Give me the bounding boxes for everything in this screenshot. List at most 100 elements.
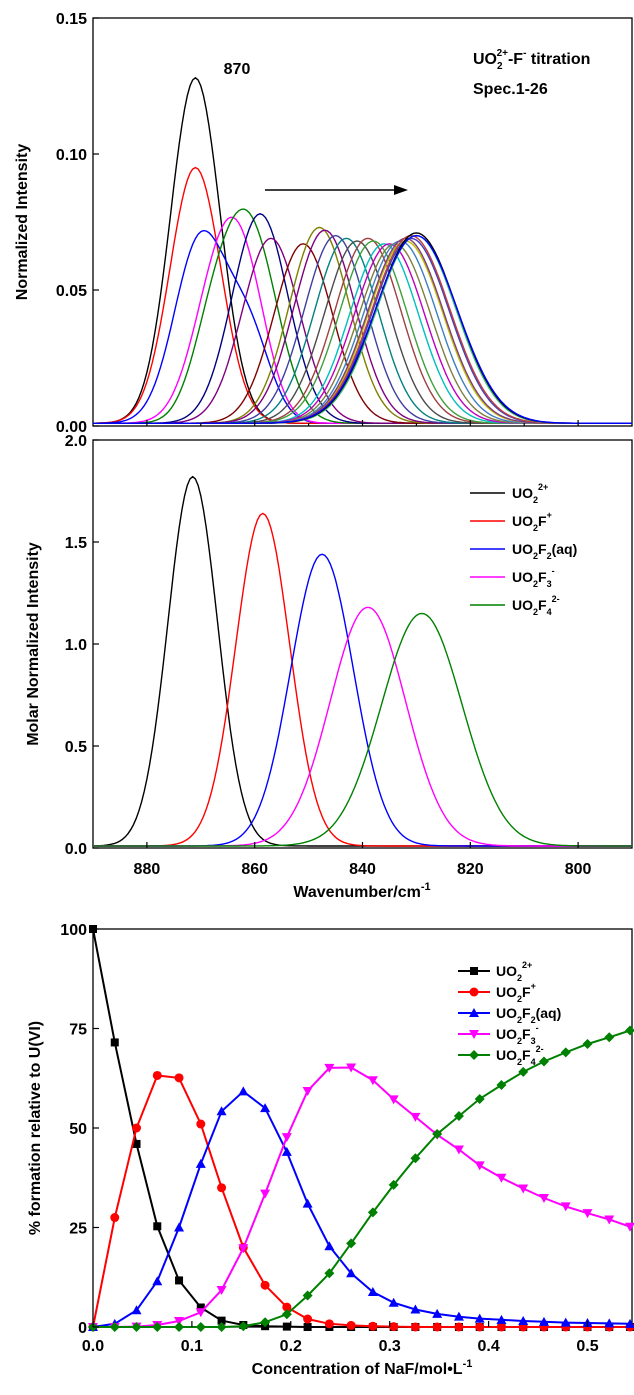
legend2-label-3-name_base: UO xyxy=(512,541,533,557)
distribution-point-5-20 xyxy=(496,1080,507,1091)
panel1-title-line1: UO2 2+-F- titration xyxy=(473,48,590,72)
panel2-x-label-text: Wavenumber/cm xyxy=(293,884,420,901)
panel2-x-tick-label: 860 xyxy=(241,861,268,878)
distribution-point-5-13 xyxy=(346,1238,357,1249)
distribution-point-3-5 xyxy=(174,1222,185,1232)
panel3-x-label: Concentration of NaF/mol•L-1 xyxy=(252,1358,473,1378)
panel1-y-tick-label: 0.00 xyxy=(56,419,87,436)
legend3-marker-1 xyxy=(470,967,478,975)
panel3-y-tick-label: 50 xyxy=(69,1121,87,1138)
panel1-title-line2: Spec.1-26 xyxy=(473,81,548,98)
distribution-point-2-11 xyxy=(303,1314,313,1324)
panel1-title-sup: 2+ xyxy=(497,48,509,59)
legend3-label-4-name_base: UO xyxy=(496,1026,517,1042)
legend3-label-4-name_sup2: - xyxy=(536,1023,539,1033)
legend3-label-5: UO2F42- xyxy=(496,1044,544,1067)
distribution-point-2-9 xyxy=(260,1280,270,1290)
distribution-point-3-16 xyxy=(410,1304,421,1314)
distribution-point-3-7 xyxy=(216,1106,227,1116)
panel1-title-sup2: - xyxy=(523,48,526,59)
distribution-line-4 xyxy=(93,1066,631,1328)
panel2-y-ticks: 0.0 0.5 1.0 1.5 2.0 xyxy=(65,433,99,858)
distribution-point-1-4 xyxy=(153,1222,162,1231)
distribution-point-3-15 xyxy=(388,1297,399,1307)
distribution-point-4-11 xyxy=(302,1086,313,1096)
species-spectrum-line-5 xyxy=(93,612,632,847)
distribution-point-5-15 xyxy=(388,1179,399,1190)
distribution-point-3-9 xyxy=(260,1103,271,1113)
panel3-x-tick-label: 0.4 xyxy=(477,1338,499,1355)
panel3-y-tick-label: 0 xyxy=(78,1320,87,1337)
distribution-point-4-26 xyxy=(625,1222,634,1232)
distribution-point-5-8 xyxy=(238,1321,249,1332)
distribution-point-5-16 xyxy=(410,1153,421,1164)
legend3-label-4-name_sub2: 3 xyxy=(531,1036,536,1046)
legend2-label-3-name_sub2: 2 xyxy=(547,551,552,561)
panel-molar-spectra: 0.00.51.01.52.0 880 860 840 820 800 UO22+UO2… xyxy=(25,433,633,901)
panel3-x-tick-label: 0.3 xyxy=(379,1338,401,1355)
panel3-x-tick-label: 0.5 xyxy=(576,1338,598,1355)
peak-label-870: 870 xyxy=(224,61,251,78)
legend2-label-3-name_sub: 2 xyxy=(533,551,538,561)
distribution-point-4-24 xyxy=(582,1209,593,1219)
distribution-point-3-13 xyxy=(346,1268,357,1278)
legend3-label-2-name_base: UO xyxy=(496,984,517,1000)
distribution-point-4-16 xyxy=(410,1112,421,1122)
legend3-label-4-name_rest: F xyxy=(522,1026,531,1042)
legend3-label-3-name_end: (aq) xyxy=(536,1005,562,1021)
distribution-point-3-20 xyxy=(496,1314,507,1324)
legend3-label-1: UO22+ xyxy=(496,960,532,983)
panel2-y-tick-label: 1.0 xyxy=(65,637,87,654)
panel1-title-end: titration xyxy=(526,51,590,68)
panel2-y-label: Molar Normalized Intensity xyxy=(25,542,42,746)
legend3-label-3-name_sub: 2 xyxy=(517,1015,522,1025)
legend2-label-5-name_sup2: 2- xyxy=(552,594,560,604)
legend3-label-2-name_sub: 2 xyxy=(517,994,522,1004)
panel1-title-sub: 2 xyxy=(497,61,503,72)
legend2-label-3-name_end: (aq) xyxy=(552,541,578,557)
distribution-point-3-10 xyxy=(281,1146,292,1156)
panel3-x-tick-label: 0.2 xyxy=(280,1338,302,1355)
panel2-frame xyxy=(92,439,633,849)
distribution-point-2-19 xyxy=(475,1322,485,1332)
distribution-point-2-17 xyxy=(432,1322,442,1332)
panel2-y-tick-label: 2.0 xyxy=(65,433,87,450)
distribution-point-5-22 xyxy=(538,1056,549,1067)
distribution-point-3-14 xyxy=(367,1286,378,1296)
legend2-label-5-name_base: UO xyxy=(512,597,533,613)
legend3-marker-3 xyxy=(469,1008,479,1017)
distribution-line-3 xyxy=(92,1090,631,1328)
distribution-point-5-9 xyxy=(260,1317,271,1328)
distribution-point-1-7 xyxy=(217,1316,226,1325)
legend3-label-1-name_sup: 2+ xyxy=(522,960,532,970)
distribution-point-5-10 xyxy=(281,1309,292,1320)
distribution-point-5-3 xyxy=(131,1322,142,1332)
panel3-y-tick-label: 100 xyxy=(60,922,87,939)
distribution-point-4-7 xyxy=(216,1285,227,1295)
distribution-point-4-8 xyxy=(238,1244,249,1254)
panel1-y-tick-label: 0.05 xyxy=(56,283,87,300)
panel1-x-ticks xyxy=(146,420,579,426)
legend2-label-3: UO2F2(aq) xyxy=(512,541,577,561)
distribution-point-3-12 xyxy=(324,1241,335,1251)
distribution-point-2-13 xyxy=(346,1320,356,1330)
distribution-point-5-19 xyxy=(474,1093,485,1104)
legend3-label-1-name_base: UO xyxy=(496,963,517,979)
panel2-x-tick-label: 820 xyxy=(457,861,484,878)
legend3-label-2: UO2F+ xyxy=(496,981,536,1004)
legend3-label-5-name_rest: F xyxy=(522,1047,531,1063)
panel1-y-tick-label: 0.10 xyxy=(56,147,87,164)
distribution-point-4-23 xyxy=(560,1202,571,1212)
distribution-point-4-14 xyxy=(367,1076,378,1086)
distribution-point-2-14 xyxy=(368,1321,378,1331)
distribution-point-2-7 xyxy=(217,1183,227,1193)
distribution-point-2-16 xyxy=(410,1322,420,1332)
legend3-label-5-name_sub2: 4 xyxy=(531,1057,536,1067)
distribution-point-5-11 xyxy=(302,1290,313,1301)
panel3-y-label: % formation relative to U(VI) xyxy=(27,1021,44,1235)
legend2-label-4-name_sub2: 3 xyxy=(547,579,552,589)
distribution-point-4-12 xyxy=(324,1063,335,1073)
distribution-point-1-10 xyxy=(282,1322,291,1331)
distribution-point-2-20 xyxy=(496,1322,506,1332)
panel1-series-group xyxy=(93,76,632,424)
